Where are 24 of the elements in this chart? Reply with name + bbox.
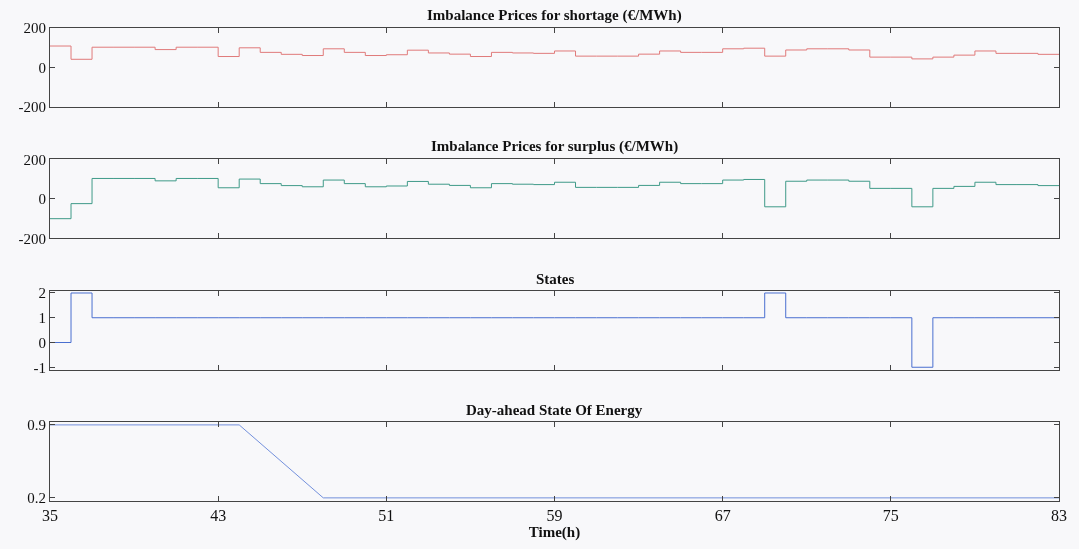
chart-title: Day-ahead State Of Energy [466, 402, 643, 418]
x-tick-label: 35 [42, 507, 58, 525]
x-tick-label: 75 [882, 507, 899, 525]
y-tick-label: 0.2 [27, 490, 46, 507]
x-tick-label: 51 [378, 507, 395, 525]
y-tick-label: 0.9 [27, 417, 46, 434]
y-tick-label: 0 [38, 59, 46, 76]
y-tick-label: -1 [33, 359, 46, 376]
y-tick-label: 0 [38, 191, 46, 208]
chart-title: Imbalance Prices for surplus (€/MWh) [431, 138, 679, 155]
chart-title: States [536, 271, 575, 287]
y-tick-label: -200 [18, 230, 46, 247]
y-tick-label: 1 [38, 309, 46, 326]
x-axis-title: Time(h) [528, 524, 581, 542]
x-tick-label: 83 [1051, 507, 1067, 525]
y-tick-label: 2 [38, 285, 46, 302]
x-tick-label: 43 [210, 507, 227, 525]
y-tick-label: 200 [23, 20, 46, 37]
y-tick-label: -200 [18, 99, 46, 116]
y-tick-label: 0 [38, 334, 46, 351]
chart-title: Imbalance Prices for shortage (€/MWh) [427, 7, 682, 24]
x-tick-label: 67 [714, 507, 731, 525]
y-tick-label: 200 [23, 151, 46, 168]
x-tick-label: 59 [546, 507, 563, 525]
